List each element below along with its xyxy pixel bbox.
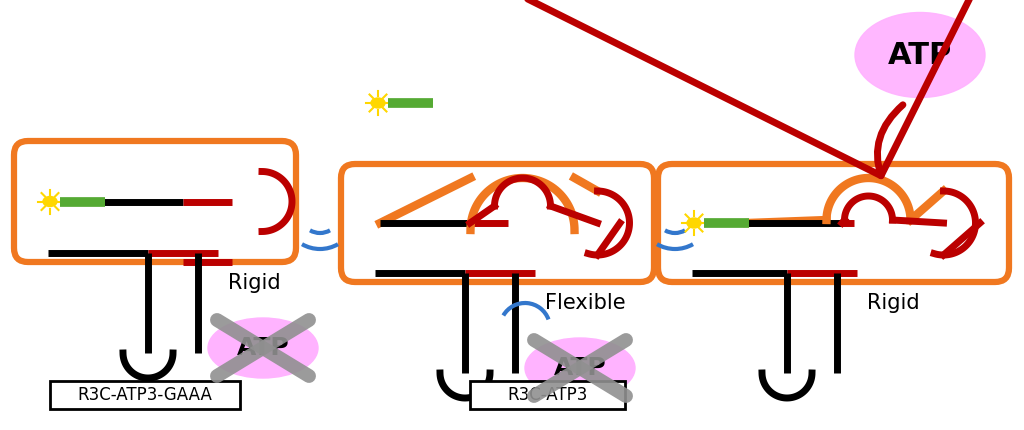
Text: Rigid: Rigid [228, 273, 281, 293]
Text: R3C-ATP3-GAAA: R3C-ATP3-GAAA [78, 386, 212, 404]
FancyArrowPatch shape [460, 0, 1024, 176]
Ellipse shape [208, 318, 318, 378]
Text: R3C-ATP3: R3C-ATP3 [507, 386, 588, 404]
FancyBboxPatch shape [658, 164, 1009, 282]
Ellipse shape [687, 218, 701, 228]
Text: ATP: ATP [237, 336, 290, 360]
Ellipse shape [43, 197, 57, 206]
Text: Flexible: Flexible [545, 293, 626, 313]
FancyBboxPatch shape [50, 381, 240, 409]
Ellipse shape [525, 338, 635, 398]
FancyBboxPatch shape [341, 164, 654, 282]
Text: ATP: ATP [888, 40, 952, 70]
Ellipse shape [855, 12, 985, 98]
Text: ATP: ATP [554, 356, 606, 380]
Text: Rigid: Rigid [867, 293, 920, 313]
FancyBboxPatch shape [14, 141, 296, 262]
FancyBboxPatch shape [470, 381, 625, 409]
Ellipse shape [371, 98, 385, 108]
